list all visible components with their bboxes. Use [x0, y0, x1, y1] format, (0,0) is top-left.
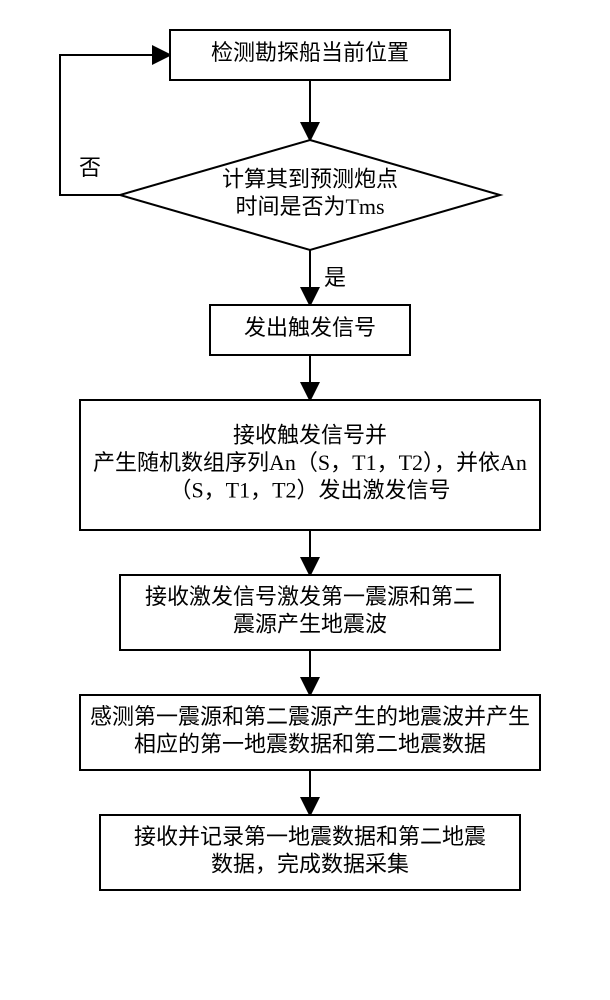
edge-label: 否 — [79, 155, 101, 180]
node-text-n5-0: 接收激发信号激发第一震源和第二 — [145, 584, 475, 609]
edge-label: 是 — [324, 265, 346, 290]
node-text-n5-1: 震源产生地震波 — [233, 611, 387, 636]
node-text-n6-1: 相应的第一地震数据和第二地震数据 — [134, 731, 486, 756]
node-text-n7-1: 数据，完成数据采集 — [211, 851, 409, 876]
node-text-n2-1: 时间是否为Tms — [235, 194, 384, 219]
node-text-n6-0: 感测第一震源和第二震源产生的地震波并产生 — [90, 704, 530, 729]
flowchart-canvas: 是 否 检测勘探船当前位置计算其到预测炮点时间是否为Tms 发出触发信号接收触发信号并… — [0, 0, 610, 1000]
node-text-n7-0: 接收并记录第一地震数据和第二地震 — [134, 824, 486, 849]
node-text-n2-0: 计算其到预测炮点 — [222, 166, 398, 191]
node-text-n4-2: （S，T1，T2）发出激发信号 — [169, 478, 450, 503]
node-text-n1-0: 检测勘探船当前位置 — [211, 40, 409, 65]
node-text-n3-0: 发出触发信号 — [244, 315, 376, 340]
node-text-n4-0: 接收触发信号并 — [233, 423, 387, 448]
node-text-n4-1: 产生随机数组序列An（S，T1，T2），并依An — [93, 450, 527, 475]
